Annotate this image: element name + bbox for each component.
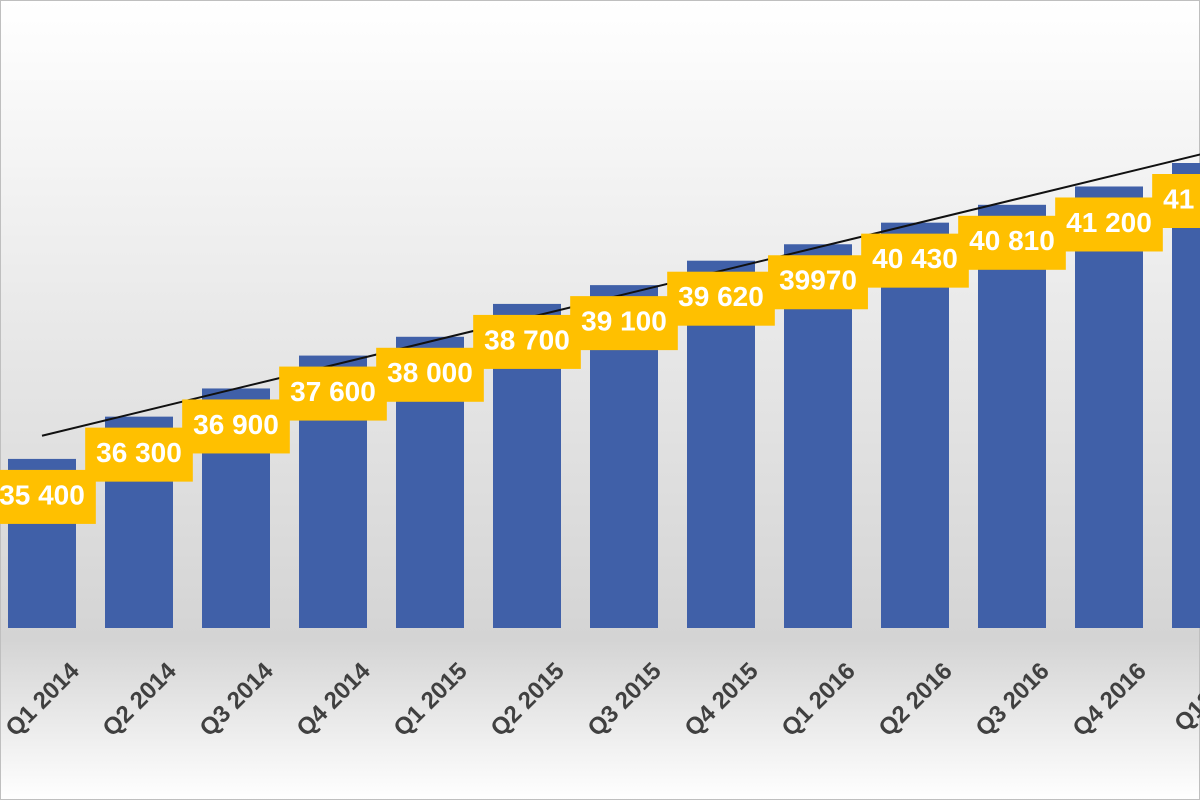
value-label: 39970 (779, 265, 857, 296)
bar (1172, 163, 1200, 628)
value-label: 36 900 (193, 409, 279, 440)
value-label-box (376, 347, 484, 402)
value-label: 41 200 (1066, 207, 1152, 238)
value-label-box (182, 399, 290, 454)
value-label-box (570, 296, 678, 351)
value-label-box (667, 271, 775, 326)
value-label-box (279, 366, 387, 421)
value-label-box (0, 469, 96, 524)
value-label-box (473, 314, 581, 369)
value-label: 40 430 (872, 243, 958, 274)
value-label: 37 600 (290, 376, 376, 407)
trendline (41, 153, 1200, 437)
value-label-box (1055, 197, 1163, 252)
value-label: 35 400 (0, 479, 85, 510)
bar (978, 204, 1046, 628)
value-label: 41 700 (1163, 183, 1200, 214)
value-label: 40 810 (969, 225, 1055, 256)
value-label-box (85, 427, 193, 482)
bar (1075, 186, 1143, 628)
value-label: 38 700 (484, 324, 570, 355)
value-label: 36 300 (96, 437, 182, 468)
value-label: 38 000 (387, 357, 473, 388)
value-label: 39 100 (581, 306, 667, 337)
value-label-box (768, 255, 868, 310)
bar (881, 222, 949, 628)
value-label: 39 620 (678, 281, 764, 312)
value-label-box (1152, 174, 1200, 228)
value-label-box (958, 215, 1066, 270)
value-label-box (861, 233, 969, 288)
